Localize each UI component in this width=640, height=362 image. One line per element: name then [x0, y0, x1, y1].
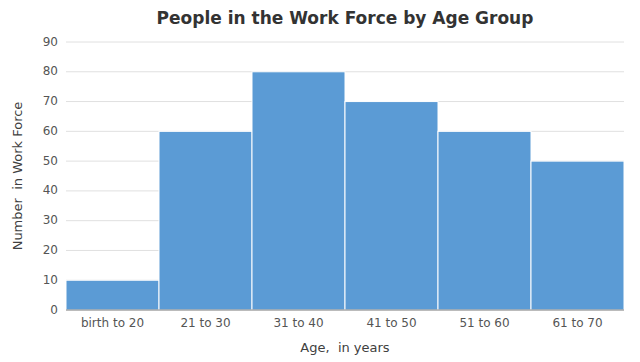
bar	[531, 161, 624, 310]
y-tick-label: 0	[50, 303, 58, 317]
y-tick-label: 60	[43, 124, 58, 138]
x-tick-label: 41 to 50	[366, 316, 416, 330]
bar	[345, 102, 438, 310]
y-axis-label: Number in Work Force	[10, 102, 25, 251]
bar	[438, 131, 531, 310]
title: People in the Work Force by Age Group	[157, 8, 534, 28]
x-tick-label: 61 to 70	[552, 316, 602, 330]
y-tick-label: 40	[43, 183, 58, 197]
bar	[159, 131, 252, 310]
y-tick-label: 90	[43, 35, 58, 49]
x-tick-label: 51 to 60	[459, 316, 509, 330]
bar	[252, 72, 345, 310]
grid	[66, 42, 624, 310]
y-axis: 0 10 20 30 40 50 60 70 80 90	[43, 35, 58, 317]
chart-container: 0 10 20 30 40 50 60 70 80 90 birth to 20 21 to 30 31…	[0, 0, 640, 362]
bar	[66, 280, 159, 310]
grid-line	[66, 310, 624, 311]
grid-line	[66, 42, 624, 43]
y-tick-label: 80	[43, 64, 58, 78]
y-tick-label: 50	[43, 154, 58, 168]
x-tick-label: 21 to 30	[180, 316, 230, 330]
y-tick-label: 20	[43, 243, 58, 257]
chart-svg: 0 10 20 30 40 50 60 70 80 90 birth to 20 21 to 30 31…	[0, 0, 640, 362]
y-tick-label: 70	[43, 94, 58, 108]
bars	[66, 72, 624, 310]
x-tick-label: birth to 20	[81, 316, 144, 330]
y-tick-label: 30	[43, 213, 58, 227]
x-axis-line	[66, 310, 624, 311]
y-tick-label: 10	[43, 273, 58, 287]
x-tick-label: 31 to 40	[273, 316, 323, 330]
x-axis-label: Age, in years	[300, 340, 390, 355]
x-axis: birth to 20 21 to 30 31 to 40 41 to 50 51 to…	[81, 316, 603, 330]
